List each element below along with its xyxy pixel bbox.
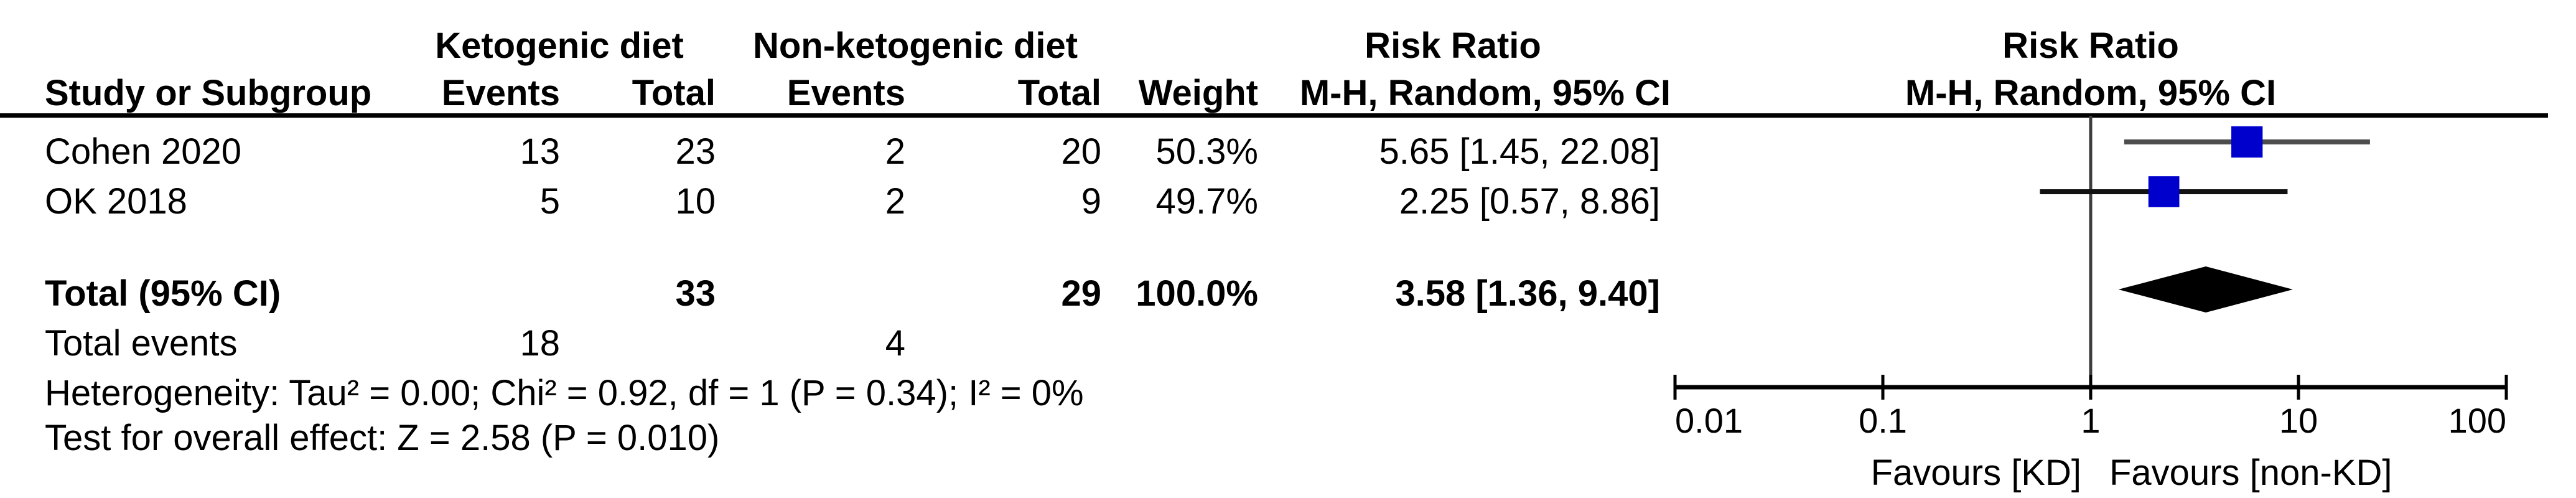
group-header-effect: Risk Ratio (1365, 26, 1541, 66)
plot-header-effect-ci: M-H, Random, 95% CI (1905, 73, 2277, 113)
total-events-label: Total events (45, 323, 238, 364)
effect-square (2148, 176, 2180, 207)
total-events-ctrl-value: 4 (885, 323, 905, 364)
pooled-diamond (2118, 266, 2294, 312)
x-axis-tick-label: 0.1 (1859, 401, 1907, 440)
total-effect-ci: 3.58 [1.36, 9.40] (1395, 273, 1660, 314)
ctrl-events-cell: 2 (885, 181, 905, 222)
effect-square (2231, 126, 2263, 158)
x-axis-tick-label: 10 (2279, 401, 2318, 440)
total-ctrl-total: 29 (1061, 273, 1101, 314)
total-exp-total: 33 (675, 273, 716, 314)
effect-ci-cell: 2.25 [0.57, 8.86] (1399, 181, 1660, 222)
col-header-ctrl-events: Events (786, 73, 905, 113)
group-header-control: Non-ketogenic diet (752, 26, 1078, 66)
col-header-exp-total: Total (632, 73, 716, 113)
weight-cell: 50.3% (1155, 131, 1258, 172)
effect-ci-cell: 5.65 [1.45, 22.08] (1379, 131, 1660, 172)
total-events-exp-value: 18 (520, 323, 560, 364)
favours-right-label: Favours [non-KD] (2109, 453, 2392, 493)
exp-total-cell: 10 (675, 181, 716, 222)
header-separator-line (0, 113, 2548, 118)
overall-effect-note: Test for overall effect: Z = 2.58 (P = 0… (45, 418, 720, 458)
group-header-experimental: Ketogenic diet (435, 26, 684, 66)
plot-header-effect: Risk Ratio (2002, 26, 2179, 66)
weight-cell: 49.7% (1155, 181, 1258, 222)
total-row-label: Total (95% CI) (45, 273, 281, 314)
exp-events-cell: 13 (520, 131, 560, 172)
x-axis-tick-label: 0.01 (1675, 401, 1743, 440)
total-weight: 100.0% (1136, 273, 1258, 314)
x-axis-tick-label: 100 (2448, 401, 2506, 440)
study-label: OK 2018 (45, 181, 187, 222)
col-header-effect-ci: M-H, Random, 95% CI (1299, 73, 1671, 113)
heterogeneity-note: Heterogeneity: Tau² = 0.00; Chi² = 0.92,… (45, 373, 1084, 413)
col-header-study: Study or Subgroup (45, 73, 372, 113)
col-header-exp-events: Events (441, 73, 560, 113)
exp-events-cell: 5 (539, 181, 560, 222)
x-axis-tick-label: 1 (2081, 401, 2100, 440)
col-header-ctrl-total: Total (1017, 73, 1101, 113)
favours-left-label: Favours [KD] (1871, 453, 2081, 493)
col-header-weight: Weight (1138, 73, 1258, 113)
ctrl-total-cell: 9 (1081, 181, 1101, 222)
ctrl-events-cell: 2 (885, 131, 905, 172)
ctrl-total-cell: 20 (1061, 131, 1101, 172)
study-label: Cohen 2020 (45, 131, 242, 172)
exp-total-cell: 23 (675, 131, 716, 172)
